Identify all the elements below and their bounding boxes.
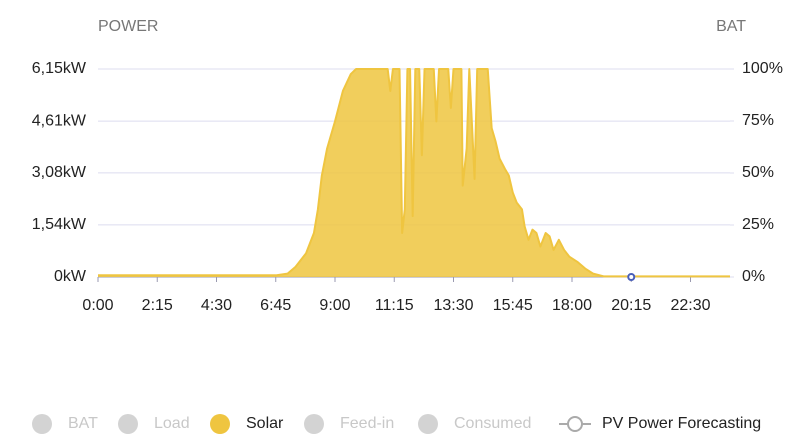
y2-tick-label: 25% (742, 216, 774, 233)
legend-label[interactable]: Consumed (454, 415, 531, 432)
x-tick-label: 4:30 (201, 297, 232, 314)
x-tick-label: 18:00 (552, 297, 592, 314)
y-axis-title: POWER (98, 18, 158, 35)
y-tick-label: 0kW (54, 268, 87, 285)
legend-label[interactable]: Solar (246, 415, 284, 432)
y2-tick-label: 100% (742, 60, 783, 77)
x-tick-label: 20:15 (611, 297, 651, 314)
y-tick-label: 4,61kW (32, 112, 87, 129)
x-tick-label: 9:00 (319, 297, 350, 314)
legend-marker[interactable] (418, 414, 438, 434)
x-tick-label: 13:30 (433, 297, 473, 314)
legend-marker[interactable] (567, 416, 583, 432)
y-tick-label: 1,54kW (32, 216, 87, 233)
forecast-point (627, 273, 636, 281)
legend-marker[interactable] (304, 414, 324, 434)
y2-tick-label: 50% (742, 164, 774, 181)
legend-marker[interactable] (32, 414, 52, 434)
legend-marker[interactable] (118, 414, 138, 434)
x-tick-label: 2:15 (142, 297, 173, 314)
y2-tick-label: 0% (742, 268, 765, 285)
x-tick-label: 6:45 (260, 297, 291, 314)
y-tick-label: 3,08kW (32, 164, 87, 181)
y-tick-label: 6,15kW (32, 60, 87, 77)
x-tick-label: 15:45 (493, 297, 533, 314)
y2-tick-label: 75% (742, 112, 774, 129)
solar-line (98, 68, 730, 278)
legend-marker[interactable] (210, 414, 230, 434)
legend-label[interactable]: BAT (68, 415, 98, 432)
x-tick-label: 22:30 (670, 297, 710, 314)
legend-label[interactable]: Load (154, 415, 190, 432)
x-tick-label: 11:15 (375, 297, 414, 314)
x-tick-label: 0:00 (82, 297, 113, 314)
y2-axis-title: BAT (716, 18, 746, 35)
legend-label[interactable]: PV Power Forecasting (602, 415, 761, 432)
legend-label[interactable]: Feed-in (340, 415, 394, 432)
